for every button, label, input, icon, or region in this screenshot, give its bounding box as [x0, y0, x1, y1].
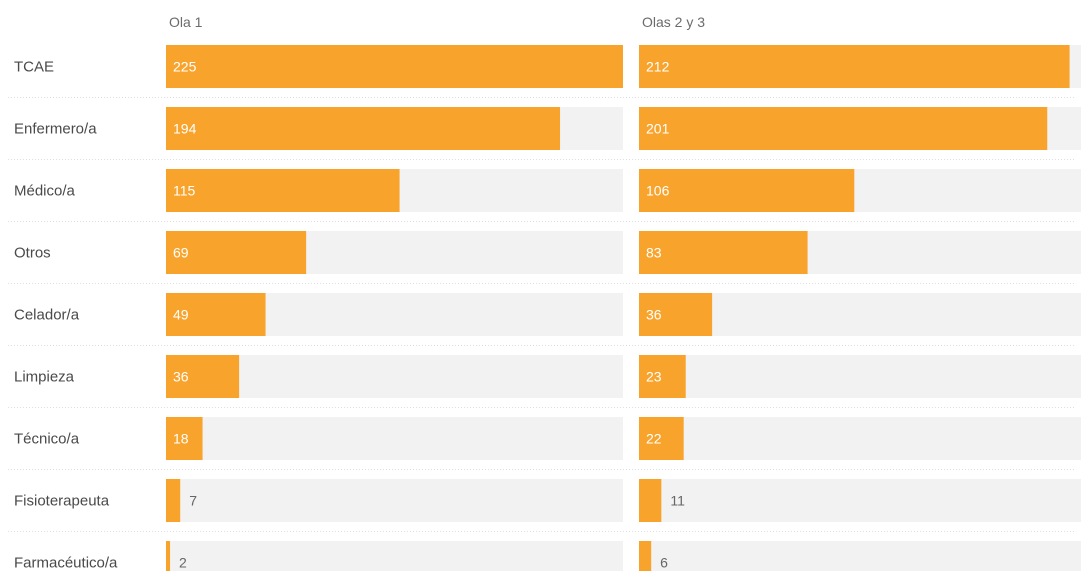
- column-headers: Ola 1 Olas 2 y 3: [169, 14, 705, 30]
- category-label: TCAE: [14, 59, 54, 76]
- value-label: 2: [179, 555, 187, 571]
- bar: [639, 541, 652, 571]
- bar: [639, 355, 686, 398]
- value-label: 106: [646, 183, 670, 199]
- bar-track: [166, 417, 623, 460]
- value-label: 69: [173, 245, 189, 261]
- value-label: 23: [646, 369, 662, 385]
- value-label: 36: [173, 369, 189, 385]
- bar: [166, 107, 561, 150]
- category-label: Farmacéutico/a: [14, 555, 118, 571]
- bar-track: [639, 541, 1081, 571]
- row-labels: TCAE Enfermero/a Médico/a Otros Celador/a Lim…: [14, 59, 118, 571]
- bar-track: [639, 293, 1081, 336]
- bar-track: [166, 355, 623, 398]
- bar: [639, 45, 1070, 88]
- value-label: 225: [173, 59, 197, 75]
- bar: [166, 231, 307, 274]
- value-label: 83: [646, 245, 662, 261]
- column-header: Ola 1: [169, 14, 203, 30]
- bar-track: [639, 355, 1081, 398]
- value-label: 11: [670, 493, 685, 509]
- bar: [639, 107, 1048, 150]
- bar: [166, 169, 400, 212]
- value-label: 36: [646, 307, 662, 323]
- value-label: 49: [173, 307, 189, 323]
- category-label: Otros: [14, 245, 51, 262]
- value-label: 115: [173, 183, 196, 199]
- category-label: Enfermero/a: [14, 121, 97, 138]
- value-label: 18: [173, 431, 189, 447]
- value-label: 212: [646, 59, 670, 75]
- bar-track: [166, 479, 623, 522]
- value-label: 201: [646, 121, 670, 137]
- bar-track: [639, 417, 1081, 460]
- bar: [639, 417, 684, 460]
- category-label: Técnico/a: [14, 431, 80, 448]
- bar: [166, 355, 240, 398]
- value-label: 22: [646, 431, 662, 447]
- category-label: Limpieza: [14, 369, 75, 386]
- row-separators: [8, 97, 1076, 532]
- category-label: Fisioterapeuta: [14, 493, 110, 510]
- bar: [166, 45, 623, 88]
- bar: [166, 541, 171, 571]
- bar: [166, 293, 266, 336]
- bar: [639, 293, 713, 336]
- bar: [639, 479, 662, 522]
- bar: [639, 169, 855, 212]
- column-header: Olas 2 y 3: [642, 14, 705, 30]
- value-label: 7: [189, 493, 197, 509]
- bar: [639, 231, 808, 274]
- bar-track: [166, 541, 623, 571]
- bar: [166, 479, 181, 522]
- category-label: Médico/a: [14, 183, 76, 200]
- category-label: Celador/a: [14, 307, 80, 324]
- value-label: 194: [173, 121, 197, 137]
- value-label: 6: [660, 555, 668, 571]
- bar: [166, 417, 203, 460]
- value-labels: 225 212 194 201 115 106 69 83 49 36 36 23 18 22 7 11 2 6: [173, 59, 685, 571]
- bars: [166, 45, 1070, 571]
- bar-track: [639, 479, 1081, 522]
